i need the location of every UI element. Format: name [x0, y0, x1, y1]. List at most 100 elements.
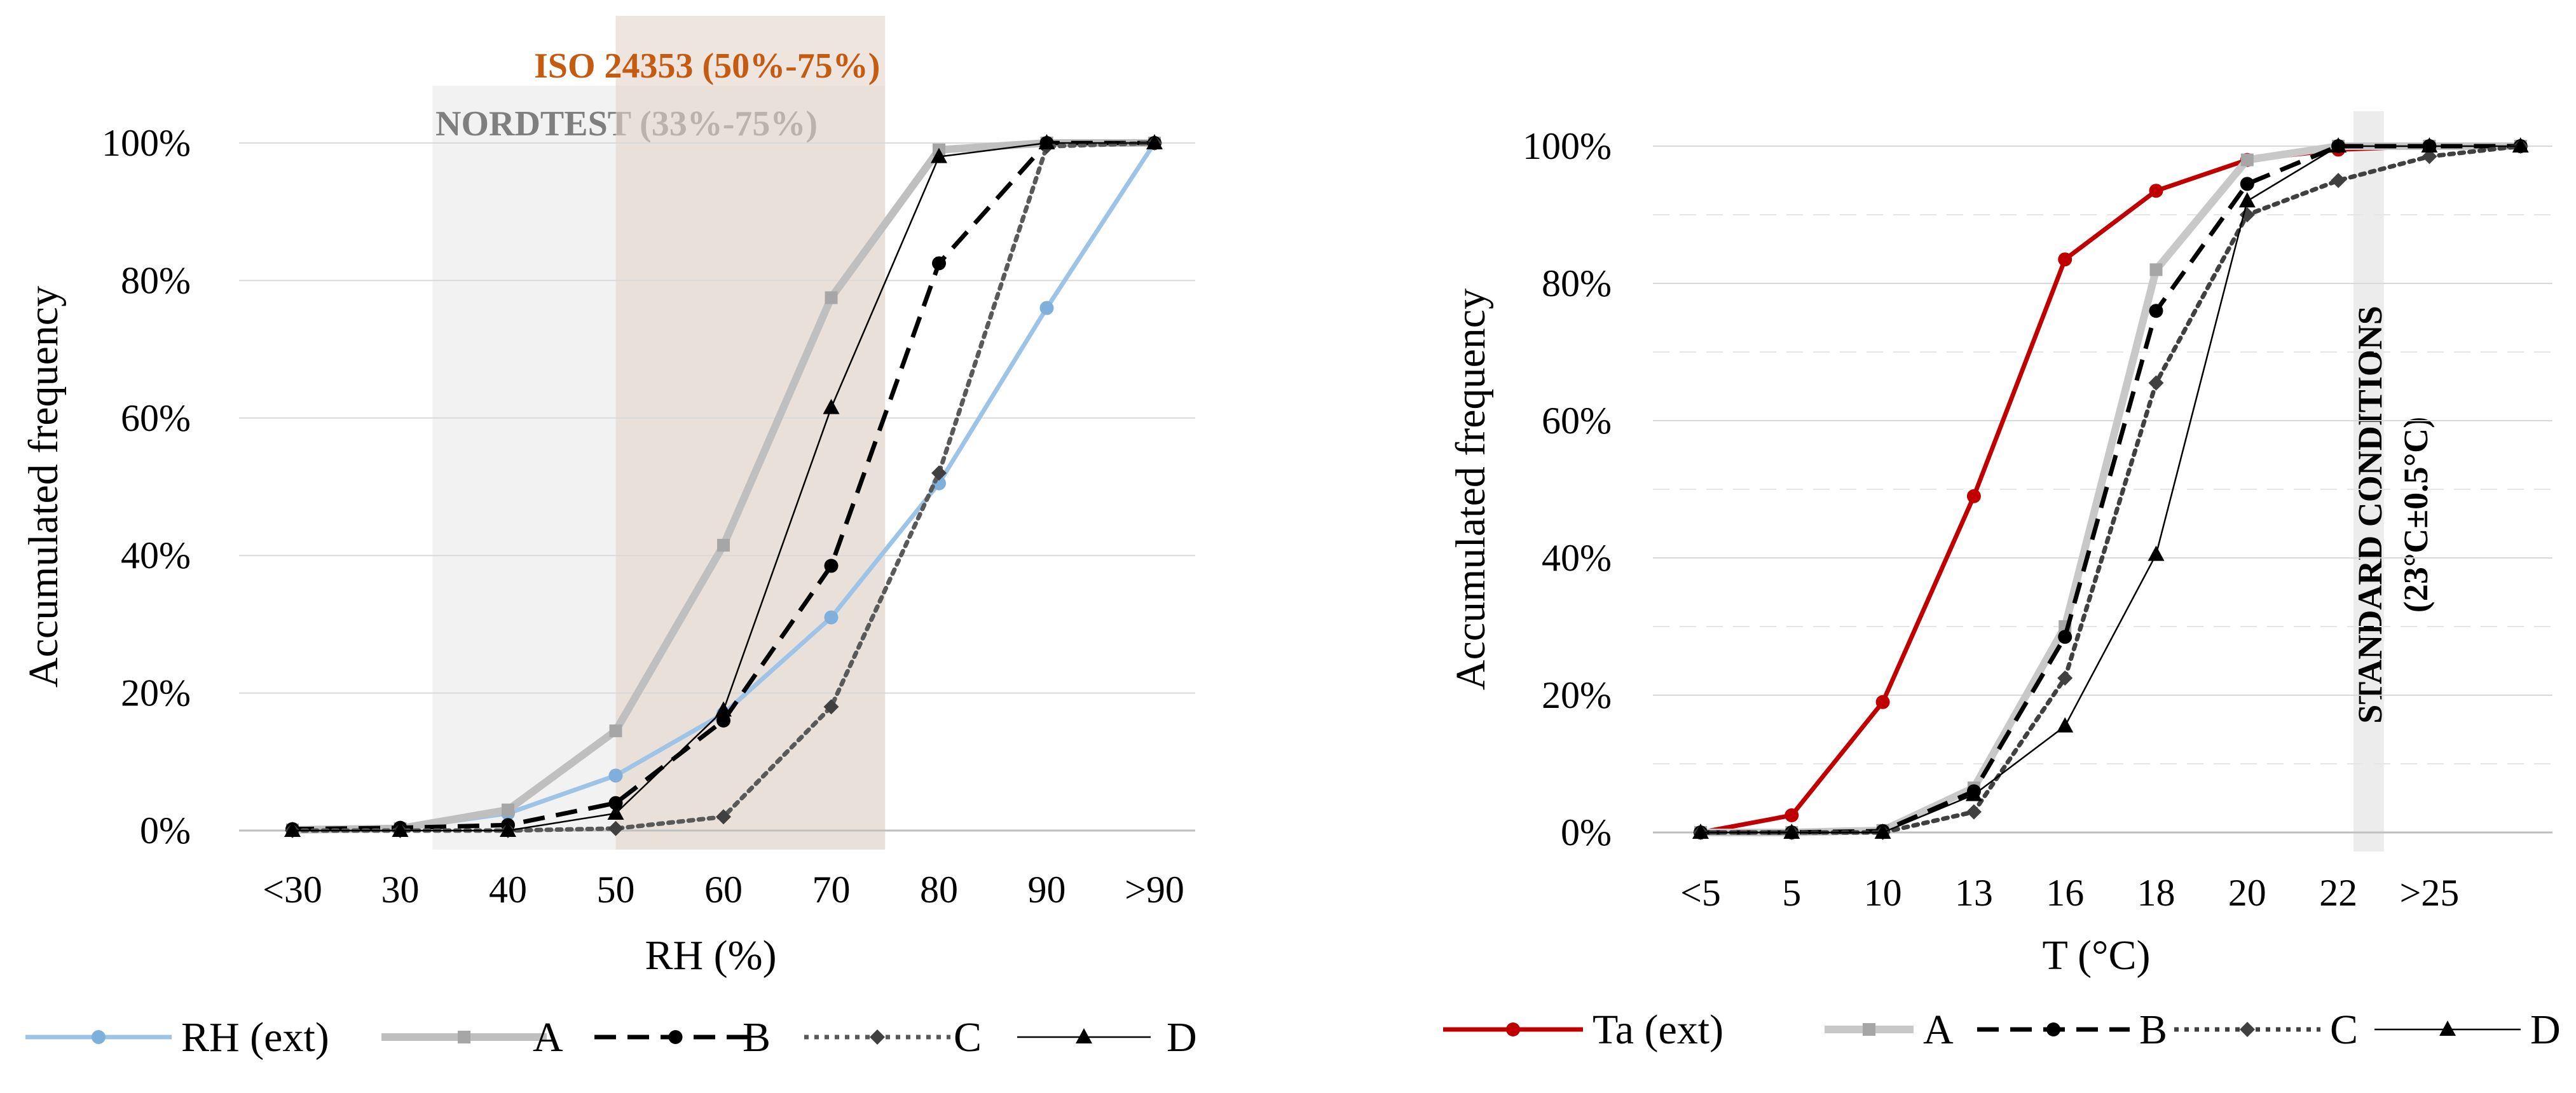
data-point-d	[392, 822, 409, 837]
legend-label-d: D	[2530, 1007, 2561, 1053]
legend-marker-c	[2240, 1022, 2255, 1037]
data-point-d	[2330, 137, 2347, 153]
legend-label-ta-ext: Ta (ext)	[1593, 1007, 1723, 1053]
series-line-d	[1701, 145, 2521, 834]
legend-marker-d	[1076, 1028, 1092, 1043]
data-point-c	[608, 820, 624, 836]
data-point-c	[1966, 804, 1982, 820]
data-point-d	[931, 147, 947, 163]
y-axis-title: Accumulated frequency	[1448, 289, 1494, 690]
data-point-a	[2149, 263, 2163, 276]
x-tick-label: 5	[1782, 872, 1801, 914]
data-point-d	[1038, 134, 1055, 149]
data-point-ta-ext	[2058, 252, 2072, 267]
x-tick-label: 20	[2228, 872, 2266, 914]
x-tick-label: 70	[812, 869, 851, 911]
data-point-c	[931, 465, 947, 481]
data-point-d	[1692, 824, 1709, 839]
data-point-c	[2331, 173, 2346, 188]
data-point-a	[609, 724, 622, 738]
x-tick-label: 10	[1864, 872, 1902, 914]
x-tick-label: 30	[381, 869, 420, 911]
y-tick-label: 100%	[1523, 125, 1612, 167]
y-tick-label: 40%	[1542, 537, 1612, 579]
x-tick-label: <30	[263, 869, 322, 911]
x-tick-label: >25	[2399, 872, 2459, 914]
legend-item-a: A	[381, 1014, 563, 1061]
data-point-d	[1965, 785, 1982, 801]
band-label-iso-24353-50-75: ISO 24353 (50%-75%)	[534, 46, 880, 86]
legend-marker-a	[1863, 1023, 1875, 1036]
legend-marker-rh-ext	[92, 1030, 106, 1044]
x-axis-title: T (°C)	[2043, 932, 2151, 979]
data-point-d	[715, 701, 732, 717]
data-point-b	[716, 713, 730, 728]
legend-label-a: A	[1923, 1007, 1954, 1053]
legend-item-rh-ext: RH (ext)	[25, 1014, 329, 1061]
x-tick-label: 13	[1955, 872, 1993, 914]
data-point-c	[716, 809, 731, 825]
x-tick-label: 18	[2137, 872, 2175, 914]
data-point-d	[2512, 137, 2529, 153]
data-point-c	[2148, 375, 2164, 391]
data-point-d	[1146, 134, 1163, 149]
data-point-a	[825, 291, 838, 304]
legend-item-a: A	[1825, 1007, 1954, 1053]
data-point-a	[2240, 153, 2254, 166]
legend-label-a: A	[533, 1014, 563, 1061]
x-tick-label: 50	[597, 869, 635, 911]
x-axis-title: RH (%)	[645, 932, 776, 979]
data-point-rh-ext	[1039, 301, 1054, 315]
y-tick-label: 80%	[121, 259, 191, 301]
legend-marker-d	[2439, 1021, 2456, 1036]
data-point-d	[1874, 824, 1891, 839]
x-tick-label: 22	[2319, 872, 2357, 914]
legend-item-b: B	[1977, 1007, 2167, 1053]
x-tick-label: 90	[1028, 869, 1066, 911]
standard-conditions-range-label: (23°C±0.5°C)	[2397, 417, 2435, 613]
legend-label-b: B	[743, 1014, 771, 1061]
data-point-ta-ext	[1875, 695, 1890, 709]
legend-item-b: B	[594, 1014, 771, 1061]
legend-marker-ta-ext	[1506, 1022, 1520, 1036]
data-point-d	[2238, 192, 2256, 208]
data-point-b	[824, 559, 839, 573]
x-tick-label: 16	[2046, 872, 2084, 914]
data-point-a	[717, 538, 730, 552]
legend-label-rh-ext: RH (ext)	[181, 1014, 329, 1061]
data-point-c	[2057, 670, 2073, 686]
y-tick-label: 0%	[1561, 811, 1612, 853]
legend-item-ta-ext: Ta (ext)	[1443, 1007, 1723, 1053]
legend-marker-a	[458, 1031, 470, 1043]
y-tick-label: 0%	[140, 810, 191, 852]
data-point-d	[607, 804, 624, 820]
data-point-d	[284, 822, 301, 837]
y-tick-label: 60%	[1542, 400, 1612, 442]
data-point-d	[2148, 545, 2165, 561]
legend-item-c: C	[804, 1014, 982, 1061]
data-point-b	[608, 796, 623, 810]
band-iso-24353-50-75	[615, 16, 886, 850]
series-line-b	[292, 140, 1154, 832]
legend-label-d: D	[1167, 1014, 1197, 1061]
y-tick-label: 20%	[1542, 674, 1612, 716]
data-point-b	[2058, 630, 2072, 644]
y-tick-label: 60%	[121, 397, 191, 439]
data-point-b	[2149, 304, 2163, 318]
data-point-rh-ext	[824, 610, 839, 625]
x-tick-label: 60	[704, 869, 743, 911]
legend-item-d: D	[1017, 1014, 1197, 1061]
data-point-d	[500, 822, 516, 837]
legend-item-c: C	[2174, 1007, 2358, 1053]
series-d	[1692, 137, 2529, 839]
data-point-d	[2421, 137, 2438, 153]
y-axis-title: Accumulated frequency	[20, 286, 67, 688]
legend-label-c: C	[2330, 1007, 2358, 1053]
data-point-d	[2057, 717, 2074, 733]
x-tick-label: >90	[1125, 869, 1184, 911]
data-point-b	[2240, 177, 2254, 191]
temperature-frequency-chart: STANDARD CONDITIONS (23°C±0.5°C) 0% 20% 40% 6…	[1443, 111, 2561, 1053]
data-point-ta-ext	[2149, 184, 2163, 198]
data-point-d	[823, 398, 840, 414]
